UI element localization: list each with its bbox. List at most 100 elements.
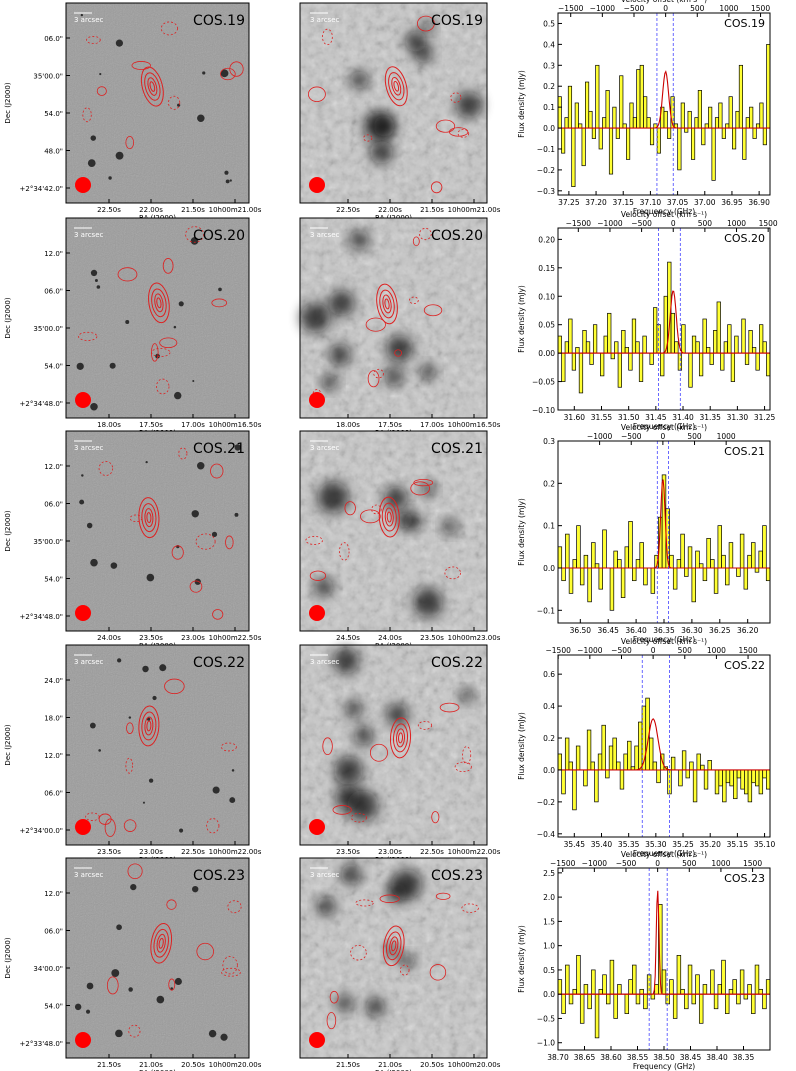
- spectrum-bar: [748, 330, 753, 354]
- flux-tick-label: 0.1: [543, 522, 555, 531]
- noise-contour: [457, 129, 470, 138]
- beam-ellipse: [309, 177, 325, 193]
- flux-tick-label: 0.1: [543, 103, 555, 112]
- flux-contour: [384, 66, 408, 107]
- spectrum-bar: [741, 318, 746, 354]
- dec-tick-label: 54.0": [44, 1003, 63, 1011]
- spectrum-bar: [638, 721, 643, 771]
- hst-source: [115, 1029, 123, 1038]
- spectrum-bar: [628, 979, 633, 995]
- spectrum-bar: [568, 761, 573, 771]
- noise-contour: [365, 317, 386, 332]
- spectrum-bar: [571, 352, 577, 371]
- flux-contour: [156, 297, 162, 309]
- flux-contour: [395, 728, 406, 748]
- hst-source: [173, 325, 177, 329]
- hst-source: [76, 362, 84, 370]
- scale-bar-label: 3 arcsec: [74, 658, 103, 666]
- spectrum-bar: [670, 312, 675, 354]
- irac-image-panel: 3 arcsec COS.20 18.00s 17.50s 17.00s 10h00m16…: [299, 217, 501, 437]
- spectrum-bar: [751, 347, 757, 354]
- spectrum-source-label: COS.21: [724, 445, 765, 458]
- dec-tick-label: 12.0": [44, 752, 63, 760]
- noise-contour: [430, 181, 443, 194]
- hst-source: [142, 801, 145, 804]
- spectrum-bar: [758, 769, 764, 795]
- spectrum-bar: [632, 117, 637, 129]
- spectrum-bar: [723, 341, 728, 354]
- spectrum-bar: [624, 347, 630, 354]
- hst-image-noise: [66, 218, 249, 418]
- spectrum-panel: COS.23 2.5 2.0 1.5 1.0 0.5 0.0 −0.5 −1.0 Flux den…: [517, 850, 771, 1071]
- flux-tick-label: −0.5: [537, 1014, 555, 1023]
- ra-tick-label: 10h00m22.50s: [209, 634, 262, 642]
- hst-source: [229, 179, 232, 182]
- velocity-tick-label: 1000: [727, 219, 746, 228]
- spectrum-bar: [730, 352, 736, 382]
- scale-bar-label: 3 arcsec: [310, 658, 339, 666]
- spectrum-bar: [669, 554, 674, 569]
- velocity-tick-label: 500: [678, 646, 693, 655]
- spectrum-bar: [694, 117, 699, 129]
- noise-contour: [150, 343, 159, 362]
- flux-tick-label: −0.1: [537, 606, 555, 615]
- noise-contour: [429, 964, 447, 981]
- hst-image-noise: [66, 3, 249, 203]
- hst-source: [231, 769, 235, 772]
- spectrum-bar: [619, 769, 625, 790]
- frequency-tick-label: 36.35: [653, 626, 675, 635]
- spectrum-bar: [717, 984, 722, 995]
- dec-tick-label: 54.0": [44, 576, 63, 584]
- spectrum-bar: [656, 127, 661, 154]
- hst-source: [212, 786, 220, 794]
- noise-contour: [104, 818, 116, 837]
- hst-source: [128, 716, 132, 719]
- spectrum-bar: [561, 567, 566, 582]
- noise-contour: [206, 818, 220, 834]
- frequency-tick-label: 31.45: [645, 413, 667, 422]
- spectrum-bar: [650, 567, 656, 594]
- beam-ellipse: [309, 605, 325, 621]
- velocity-tick-label: 0: [651, 646, 656, 655]
- velocity-tick-label: −1000: [577, 646, 603, 655]
- irac-image-noise: [300, 431, 487, 631]
- irac-source: [365, 997, 385, 1017]
- spectrum-bar: [762, 993, 767, 1010]
- velocity-tick-label: −1000: [582, 859, 608, 868]
- flux-tick-label: −0.2: [537, 798, 555, 807]
- dec-tick-label: 35'00.0": [33, 538, 63, 546]
- spectrum-bar: [598, 988, 603, 995]
- spectrum-bar: [691, 567, 696, 603]
- spectrum-bar: [698, 563, 704, 569]
- spectrum-bar: [585, 81, 590, 129]
- scale-bar-label: 3 arcsec: [310, 231, 339, 239]
- spectrum-bar: [557, 753, 563, 771]
- spectrum-bar: [650, 993, 656, 1000]
- noise-contour: [227, 900, 242, 914]
- spectrum-bar: [687, 110, 692, 129]
- scale-bar-label: 3 arcsec: [310, 871, 339, 879]
- noise-contour: [360, 509, 381, 524]
- flux-tick-label: −0.3: [537, 187, 555, 196]
- spectrum-bar: [725, 567, 730, 586]
- ra-tick-label: 10h00m21.00s: [448, 206, 501, 214]
- velocity-tick-label: 1000: [711, 859, 730, 868]
- spectrum-bar: [689, 761, 694, 771]
- spectrum-bar: [688, 352, 693, 388]
- velocity-tick-label: 500: [687, 432, 702, 441]
- spectrum-bar: [627, 740, 632, 771]
- irac-source: [413, 587, 443, 618]
- irac-image-panel: 3 arcsec COS.23 21.50s 21.00s 20.50s 10h00m20…: [299, 857, 501, 1071]
- noise-contour: [125, 757, 134, 774]
- spectrum-bar: [695, 550, 700, 569]
- flux-tick-label: −0.2: [537, 166, 555, 175]
- spectrum-bar: [721, 127, 726, 139]
- noise-contour: [355, 899, 374, 907]
- spectrum-bar: [602, 117, 607, 129]
- spectrum-source-label: COS.19: [724, 17, 765, 30]
- spectrum-bar: [762, 769, 767, 779]
- spectrum-bar: [603, 335, 608, 354]
- spectrum-bar: [670, 756, 676, 771]
- spectrum-source-label: COS.22: [724, 659, 765, 672]
- noise-contour: [189, 580, 203, 593]
